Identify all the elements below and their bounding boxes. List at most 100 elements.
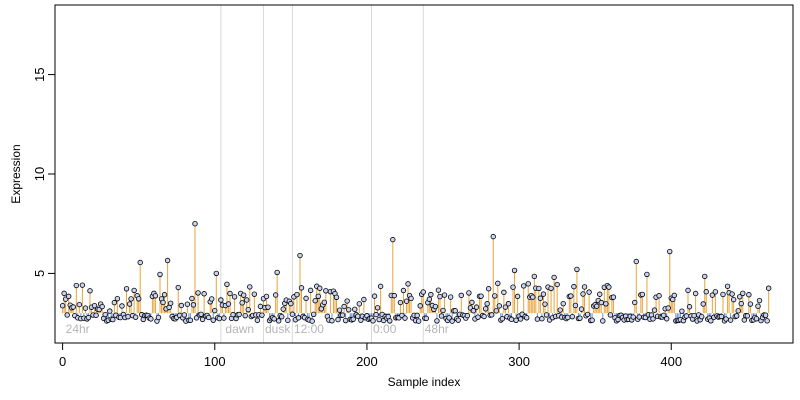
data-point — [560, 300, 566, 307]
data-point — [263, 293, 270, 300]
data-point — [91, 302, 98, 309]
data-point — [446, 315, 452, 321]
data-point — [565, 314, 571, 321]
data-point — [738, 300, 744, 307]
data-point — [469, 299, 475, 306]
data-point — [747, 301, 754, 307]
data-point — [402, 315, 408, 321]
data-point — [310, 311, 317, 318]
data-point — [303, 295, 309, 302]
data-point — [520, 283, 527, 289]
data-point — [700, 301, 706, 307]
x-tick-label: 400 — [660, 354, 682, 369]
data-point — [244, 297, 250, 303]
data-point — [699, 313, 705, 320]
data-point — [279, 313, 285, 320]
data-point — [352, 306, 358, 313]
data-point — [371, 293, 378, 299]
data-point — [240, 292, 247, 298]
data-point — [485, 286, 492, 292]
data-point — [155, 314, 162, 321]
data-point — [685, 287, 691, 294]
data-point — [85, 314, 92, 321]
data-point — [225, 301, 232, 307]
data-point — [765, 285, 772, 291]
data-point — [499, 315, 506, 322]
region-dividers — [220, 5, 424, 343]
data-point — [542, 301, 548, 307]
data-point — [160, 299, 166, 306]
region-label: dawn — [225, 322, 254, 336]
x-tick-label: 200 — [356, 354, 378, 369]
data-point — [724, 283, 731, 289]
data-point — [373, 311, 379, 318]
data-point — [481, 313, 487, 320]
data-point — [417, 303, 423, 309]
data-point — [484, 301, 490, 307]
region-label: 48hr — [425, 322, 449, 336]
data-point — [600, 318, 606, 324]
data-point — [458, 292, 464, 299]
data-point — [762, 312, 769, 318]
data-point — [198, 311, 204, 317]
data-point — [224, 281, 230, 288]
data-point — [651, 307, 658, 313]
data-point — [345, 307, 352, 313]
data-point — [598, 299, 604, 306]
data-point — [271, 316, 277, 322]
data-point — [630, 314, 636, 320]
data-point — [329, 318, 335, 324]
data-point — [610, 294, 617, 300]
data-point — [59, 303, 66, 309]
data-point — [686, 304, 693, 310]
data-point — [508, 316, 515, 323]
data-point — [132, 314, 139, 320]
data-point — [336, 307, 343, 313]
data-point — [665, 305, 671, 311]
data-point — [70, 304, 76, 310]
data-point — [551, 274, 557, 281]
region-label: 12:00 — [294, 322, 324, 336]
data-point — [733, 313, 740, 319]
data-point — [239, 300, 245, 306]
data-point — [341, 303, 347, 310]
data-point — [740, 290, 746, 296]
x-tick-label: 0 — [59, 354, 66, 369]
data-point — [79, 282, 86, 288]
data-point — [664, 316, 670, 322]
data-point — [87, 288, 93, 294]
data-point — [356, 301, 363, 307]
data-point — [187, 317, 194, 323]
data-point — [102, 311, 108, 318]
data-point — [534, 316, 541, 322]
data-point — [157, 271, 163, 278]
data-point — [335, 316, 341, 323]
data-point — [236, 311, 242, 318]
region-label: 0:00 — [373, 322, 397, 336]
data-point — [111, 299, 118, 306]
data-point — [99, 303, 105, 310]
data-point — [350, 316, 356, 322]
data-point — [692, 290, 699, 297]
data-point — [93, 312, 99, 318]
data-point — [280, 306, 286, 312]
data-point — [482, 306, 489, 312]
data-point — [709, 292, 716, 298]
data-point — [199, 316, 206, 323]
data-point — [656, 293, 662, 299]
data-point — [501, 289, 507, 296]
data-point — [135, 296, 142, 302]
data-point — [683, 313, 690, 319]
data-point — [493, 308, 499, 314]
data-point — [73, 282, 80, 289]
data-point — [274, 269, 280, 276]
data-point — [543, 312, 550, 318]
data-point — [298, 285, 305, 291]
data-point — [333, 294, 340, 300]
data-point — [464, 312, 471, 319]
data-point — [514, 293, 521, 300]
data-point — [131, 287, 137, 294]
y-axis: 5 10 15 — [32, 67, 55, 277]
data-point — [755, 303, 761, 309]
data-point — [210, 317, 216, 323]
